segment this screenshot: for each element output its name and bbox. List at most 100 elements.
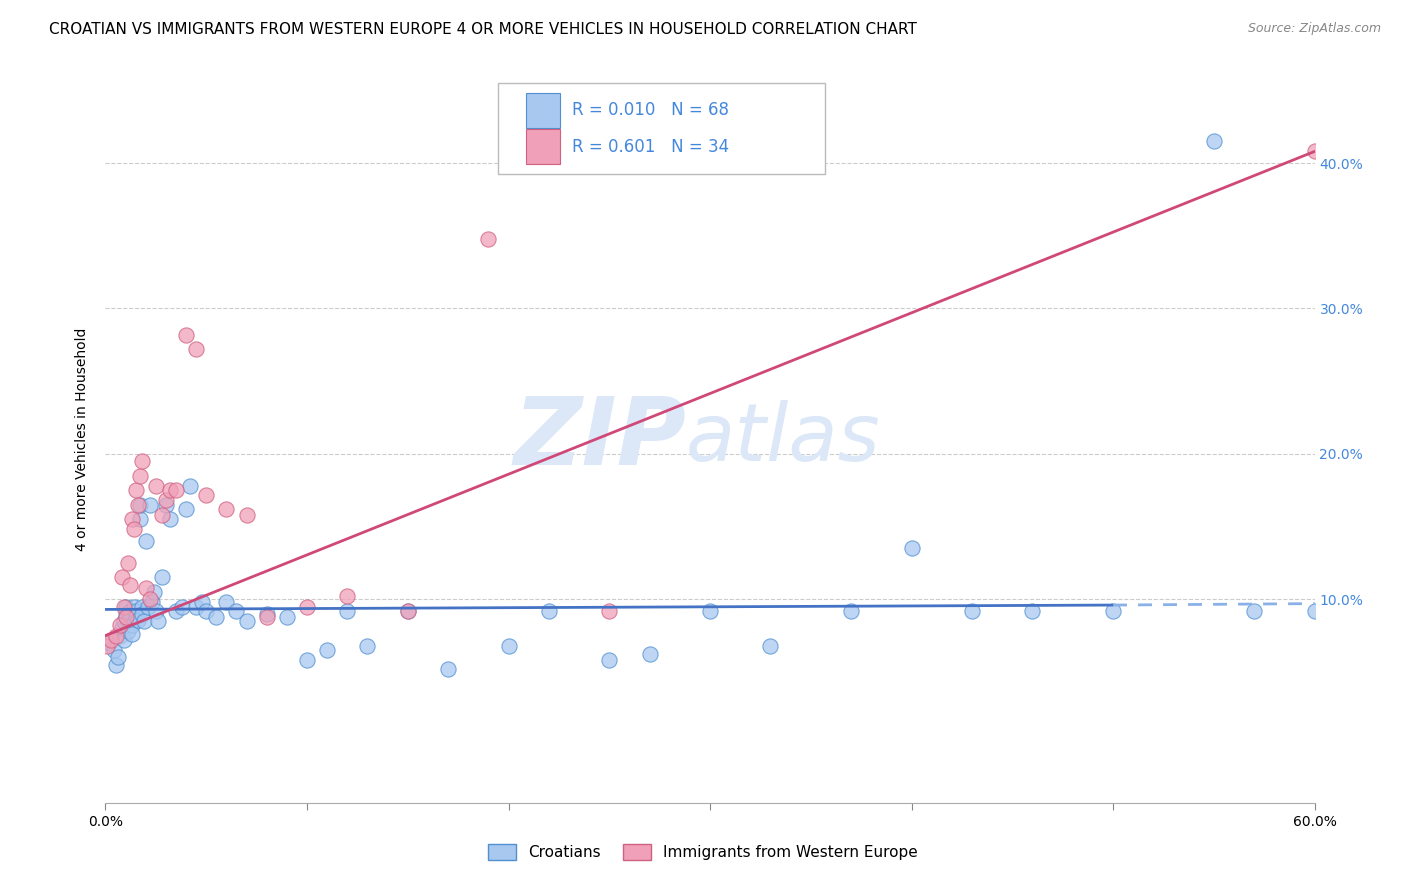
Point: [112, 614, 135, 628]
Point: [155, 498, 177, 512]
Point: [170, 599, 193, 614]
Point: [117, 556, 139, 570]
Point: [205, 609, 228, 624]
Point: [118, 604, 141, 618]
Point: [1303, 145, 1326, 159]
Point: [146, 614, 169, 628]
Point: [537, 604, 560, 618]
Point: [179, 479, 201, 493]
Point: [839, 604, 862, 618]
Point: [598, 604, 620, 618]
Point: [145, 479, 167, 493]
Point: [1243, 604, 1265, 618]
Point: [128, 468, 150, 483]
Point: [128, 512, 150, 526]
FancyBboxPatch shape: [526, 129, 560, 164]
Point: [117, 624, 139, 639]
Point: [96, 639, 118, 653]
Point: [256, 609, 278, 624]
Point: [118, 609, 141, 624]
Point: [117, 614, 139, 628]
Point: [336, 590, 359, 604]
Point: [98, 636, 121, 650]
Point: [1021, 604, 1043, 618]
Text: ZIP: ZIP: [513, 393, 686, 485]
Point: [110, 621, 132, 635]
Point: [235, 614, 257, 628]
Point: [100, 632, 122, 647]
Text: R = 0.601   N = 34: R = 0.601 N = 34: [572, 138, 730, 156]
Point: [295, 653, 318, 667]
Point: [128, 498, 150, 512]
Point: [136, 599, 159, 614]
Point: [135, 581, 157, 595]
Point: [165, 483, 187, 498]
Point: [145, 604, 167, 618]
Point: [396, 604, 419, 618]
Point: [121, 627, 143, 641]
Point: [112, 599, 135, 614]
Point: [699, 604, 721, 618]
Point: [159, 512, 181, 526]
Point: [114, 607, 136, 621]
Point: [108, 618, 131, 632]
Point: [114, 599, 136, 614]
Point: [122, 599, 145, 614]
Point: [139, 498, 162, 512]
Point: [107, 650, 129, 665]
Point: [155, 493, 177, 508]
Point: [135, 534, 157, 549]
Point: [1202, 134, 1225, 148]
Point: [121, 512, 143, 526]
Point: [104, 657, 127, 672]
Point: [225, 604, 247, 618]
Point: [131, 599, 153, 614]
Point: [150, 570, 173, 584]
Point: [103, 643, 125, 657]
FancyBboxPatch shape: [526, 93, 560, 128]
Point: [598, 653, 620, 667]
Legend: Croatians, Immigrants from Western Europe: Croatians, Immigrants from Western Europ…: [482, 838, 924, 866]
Point: [121, 618, 143, 632]
Text: CROATIAN VS IMMIGRANTS FROM WESTERN EUROPE 4 OR MORE VEHICLES IN HOUSEHOLD CORRE: CROATIAN VS IMMIGRANTS FROM WESTERN EURO…: [49, 22, 917, 37]
Point: [235, 508, 257, 522]
Point: [131, 454, 153, 468]
Point: [396, 604, 419, 618]
Point: [295, 599, 318, 614]
Point: [127, 498, 149, 512]
Point: [165, 604, 187, 618]
Point: [118, 578, 141, 592]
Point: [215, 502, 238, 516]
Point: [759, 639, 782, 653]
Point: [191, 595, 214, 609]
Point: [159, 483, 181, 498]
Point: [276, 609, 298, 624]
Point: [174, 327, 197, 342]
Point: [498, 639, 520, 653]
Point: [336, 604, 359, 618]
Point: [356, 639, 378, 653]
Point: [124, 609, 148, 624]
Point: [1303, 604, 1326, 618]
Point: [960, 604, 983, 618]
FancyBboxPatch shape: [499, 83, 825, 174]
Point: [174, 502, 197, 516]
Point: [124, 483, 148, 498]
Text: R = 0.010   N = 68: R = 0.010 N = 68: [572, 101, 730, 120]
Point: [900, 541, 922, 556]
Point: [215, 595, 238, 609]
Point: [132, 614, 155, 628]
Point: [150, 508, 173, 522]
Point: [437, 662, 460, 676]
Point: [1102, 604, 1125, 618]
Point: [104, 629, 127, 643]
Point: [127, 613, 149, 627]
Point: [124, 604, 148, 618]
Point: [186, 342, 208, 356]
Point: [139, 592, 162, 607]
Point: [114, 609, 136, 624]
Point: [186, 599, 208, 614]
Point: [108, 629, 131, 643]
Point: [110, 570, 132, 584]
Point: [131, 607, 153, 621]
